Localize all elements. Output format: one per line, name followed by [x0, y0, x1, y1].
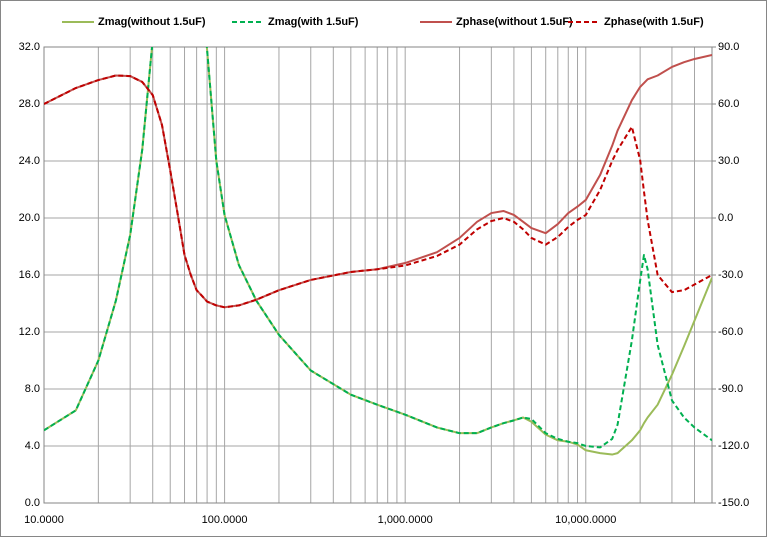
y-tick-label: 20.0 — [19, 212, 40, 224]
y-tick-label: 8.0 — [25, 383, 40, 395]
y2-tick-label: -120.0 — [718, 440, 749, 452]
series-line — [44, 54, 712, 309]
plot-area — [43, 46, 713, 504]
legend-label: Zmag(without 1.5uF) — [98, 16, 206, 28]
y-tick-label: 4.0 — [25, 440, 40, 452]
y-tick-label: 0.0 — [25, 497, 40, 509]
x-tick-label: 1,000.0000 — [378, 514, 433, 526]
y-tick-label: 16.0 — [19, 269, 40, 281]
y-tick-label: 12.0 — [19, 326, 40, 338]
plot-lines — [44, 47, 712, 456]
y2-tick-label: 30.0 — [718, 155, 739, 167]
legend-label: Zphase(without 1.5uF) — [456, 16, 573, 28]
y2-tick-label: -90.0 — [718, 383, 743, 395]
series-line — [44, 47, 712, 449]
y2-tick-label: 60.0 — [718, 98, 739, 110]
legend-label: Zphase(with 1.5uF) — [604, 16, 704, 28]
y2-tick-label: 90.0 — [718, 41, 739, 53]
y2-tick-label: -60.0 — [718, 326, 743, 338]
y2-tick-label: 0.0 — [718, 212, 733, 224]
x-tick-label: 10,000.0000 — [555, 514, 616, 526]
y-tick-label: 32.0 — [19, 41, 40, 53]
y-tick-label: 24.0 — [19, 155, 40, 167]
y2-tick-label: -30.0 — [718, 269, 743, 281]
x-tick-label: 10.0000 — [24, 514, 64, 526]
y2-tick-label: -150.0 — [718, 497, 749, 509]
legend-label: Zmag(with 1.5uF) — [268, 16, 359, 28]
series-line — [44, 74, 712, 309]
y-tick-label: 28.0 — [19, 98, 40, 110]
x-tick-label: 100.0000 — [202, 514, 248, 526]
